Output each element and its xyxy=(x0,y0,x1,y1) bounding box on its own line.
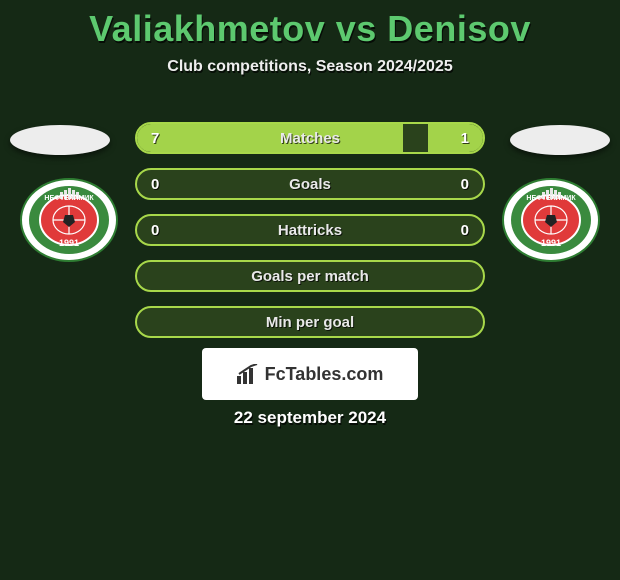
chart-icon xyxy=(237,364,259,384)
comparison-card: Valiakhmetov vs Denisov Club competition… xyxy=(0,0,620,580)
stat-row: 00Hattricks xyxy=(135,214,485,246)
stat-row: 71Matches xyxy=(135,122,485,154)
team-crest-left: НЕФТЕХИМИК 1991 xyxy=(20,178,118,262)
stat-row: Goals per match xyxy=(135,260,485,292)
stat-label: Matches xyxy=(137,124,483,152)
stat-row: 00Goals xyxy=(135,168,485,200)
team-crest-right: НЕФТЕХИМИК 1991 xyxy=(502,178,600,262)
stat-label: Hattricks xyxy=(137,216,483,244)
svg-text:1991: 1991 xyxy=(59,238,79,248)
stats-container: 71Matches 00Goals 00Hattricks Goals per mat… xyxy=(135,122,485,352)
svg-text:НЕФТЕХИМИК: НЕФТЕХИМИК xyxy=(526,195,576,202)
svg-text:НЕФТЕХИМИК: НЕФТЕХИМИК xyxy=(44,195,94,202)
svg-text:1991: 1991 xyxy=(541,238,561,248)
stat-row: Min per goal xyxy=(135,306,485,338)
stat-label: Goals per match xyxy=(137,262,483,290)
page-title: Valiakhmetov vs Denisov xyxy=(0,0,620,50)
stat-label: Goals xyxy=(137,170,483,198)
player-left-avatar xyxy=(10,125,110,155)
player-right-avatar xyxy=(510,125,610,155)
stat-label: Min per goal xyxy=(137,308,483,336)
brand-badge: FcTables.com xyxy=(202,348,418,400)
page-subtitle: Club competitions, Season 2024/2025 xyxy=(0,58,620,76)
date-text: 22 september 2024 xyxy=(0,408,620,428)
brand-text: FcTables.com xyxy=(265,364,384,385)
